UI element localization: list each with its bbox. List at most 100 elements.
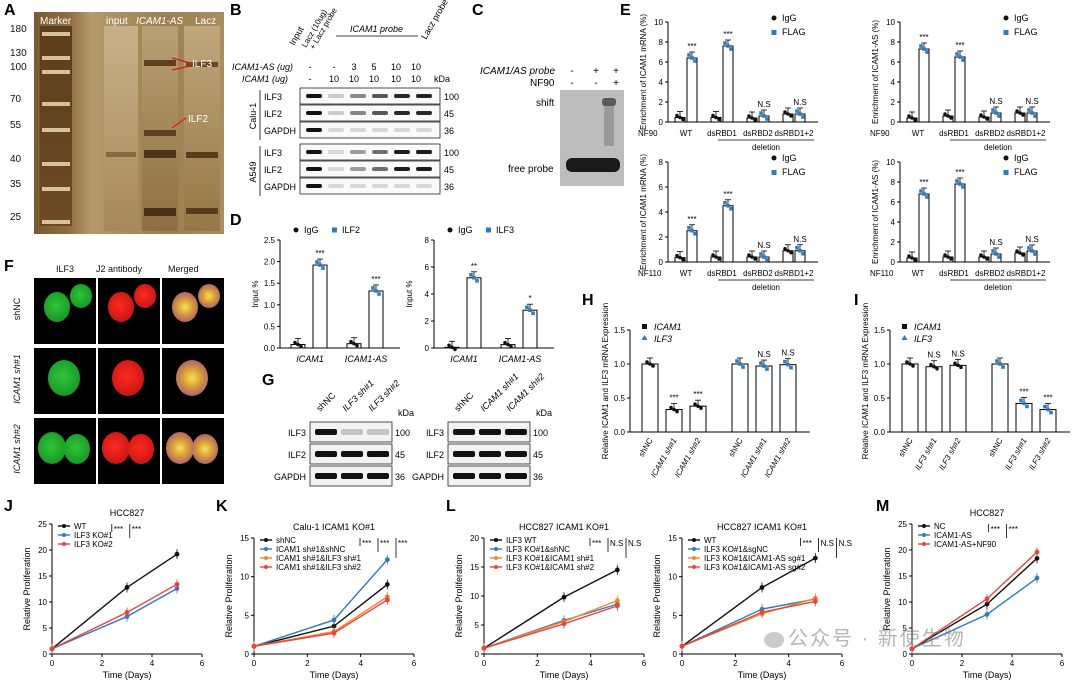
blot-band (367, 429, 389, 435)
data-point (925, 50, 929, 54)
significance-label: *** (991, 525, 1000, 534)
data-point (681, 117, 685, 122)
blot-strip (299, 87, 441, 105)
y-tick-label: 0.5 (874, 394, 886, 403)
y-axis-label: Enrichment of ICAM1-AS (%) (871, 160, 880, 264)
significance-label: *** (1019, 387, 1028, 396)
smear (604, 106, 614, 146)
blot-band (350, 184, 366, 188)
legend-label: ILF3 KO#1 (74, 531, 113, 540)
blot-band (328, 184, 344, 188)
y-tick-label: 25 (38, 520, 47, 529)
legend-igg-marker (447, 227, 453, 233)
protein-label: GAPDH (264, 182, 296, 192)
blot-band (306, 167, 322, 171)
data-point (651, 364, 655, 368)
blot-band (306, 184, 322, 188)
marker-kda-label: 55 (10, 120, 22, 131)
data-point (961, 58, 965, 62)
data-point (762, 114, 766, 118)
significance-label: ** (471, 262, 477, 271)
legend-ilf3: ILF3 (914, 334, 932, 344)
y-tick-label: 6 (891, 58, 896, 67)
y-tick-label: 4 (891, 218, 896, 227)
shift-label: shift (536, 98, 555, 109)
y-tick-label: 0 (475, 650, 480, 659)
legend-igg: IgG (304, 225, 319, 235)
marker-kda-label: 180 (10, 24, 27, 35)
category-label: dsRBD1+2 (775, 269, 814, 278)
if-image-tile (98, 348, 160, 414)
nucleus (128, 434, 154, 464)
category-label: shNC (637, 436, 655, 458)
panel-c: C ICAM1/AS probe NF90- + + - - + shift free prob… (470, 0, 628, 200)
data-point (729, 206, 733, 211)
y-tick-label: 8 (659, 158, 664, 167)
nucleus (70, 284, 92, 308)
panel-label: I (854, 292, 859, 309)
data-point (174, 581, 180, 587)
data-point (299, 344, 303, 349)
row-label: ICAM1 sh#2 (12, 424, 22, 474)
data-point (786, 248, 790, 253)
data-point (1022, 401, 1026, 406)
data-point (786, 112, 790, 116)
blot-band (350, 94, 366, 98)
y-tick-label: 20 (470, 534, 479, 543)
data-point (561, 594, 567, 600)
category-label: dsRBD2 (743, 269, 773, 278)
data-point (614, 603, 620, 609)
legend-label: ICAM1-AS (934, 531, 972, 540)
data-point (753, 118, 757, 122)
chart-title: HCC827 (970, 508, 1005, 518)
data-point (672, 407, 676, 412)
protein-label: ILF2 (264, 165, 282, 175)
data-point (759, 585, 765, 590)
row-label-icam1-as: ICAM1-AS (ug) (232, 62, 293, 72)
kda-label: 45 (395, 450, 405, 460)
kda-label: 45 (444, 109, 454, 119)
significance-label: N.S (610, 539, 623, 548)
legend-marker (264, 556, 268, 560)
significance-label: *** (592, 539, 601, 548)
data-point (174, 551, 180, 557)
data-point (985, 257, 989, 261)
marker-kda-label: 130 (10, 48, 27, 59)
ilf3-bar (779, 364, 797, 433)
data-point (729, 47, 733, 51)
data-point (531, 311, 535, 315)
data-point (783, 110, 787, 114)
x-axis-label: Time (Days) (738, 670, 787, 680)
blot-strip (299, 104, 441, 122)
data-point (506, 342, 510, 347)
data-point (503, 340, 507, 345)
y-tick-label: 6 (425, 263, 430, 272)
if-image-tile (34, 278, 96, 344)
if-image-tile (34, 418, 96, 484)
category-label: dsRBD1 (939, 269, 969, 278)
data-point (955, 179, 959, 183)
legend-icam1-marker (902, 324, 907, 329)
legend-marker (494, 538, 498, 542)
y-axis-label: Enrichment of ICAM1-AS (%) (871, 20, 880, 124)
panel-j: J 0 5 10 15 20 25 0 2 4 6 Time (Days) Relative Prol… (0, 494, 216, 686)
panel-label: C (472, 2, 484, 19)
legend-igg: IgG (1014, 153, 1029, 163)
category-label: ILF3 sh#2 (1027, 436, 1053, 472)
kda-label: 36 (444, 182, 454, 192)
data-point (956, 363, 960, 368)
nf90-value: + (613, 78, 619, 89)
icam1-bar (925, 366, 943, 433)
col-header-lacz-probe-2: Lacz probe (419, 0, 450, 41)
legend-igg-marker (771, 155, 777, 161)
significance-label: *** (919, 33, 928, 42)
nucleus (172, 292, 198, 322)
data-point (747, 114, 751, 118)
panel-label: L (446, 498, 456, 515)
x-tick-label: 4 (1010, 659, 1015, 668)
data-point (1030, 249, 1034, 253)
data-point (789, 114, 793, 118)
nucleus (38, 432, 66, 464)
legend-marker (922, 533, 926, 537)
significance-label: *** (955, 41, 964, 50)
